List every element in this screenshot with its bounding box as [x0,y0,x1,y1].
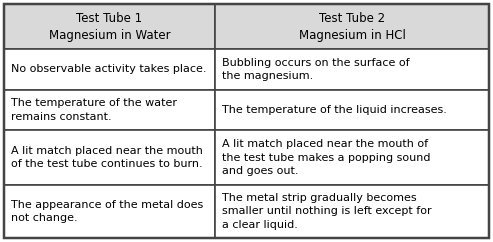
Text: The temperature of the water
remains constant.: The temperature of the water remains con… [11,98,177,122]
Text: A lit match placed near the mouth
of the test tube continues to burn.: A lit match placed near the mouth of the… [11,146,203,169]
Text: The metal strip gradually becomes
smaller until nothing is left except for
a cle: The metal strip gradually becomes smalle… [222,193,431,230]
Text: Test Tube 1
Magnesium in Water: Test Tube 1 Magnesium in Water [49,12,170,41]
Bar [4,4,215,49]
Text: The appearance of the metal does
not change.: The appearance of the metal does not cha… [11,200,203,223]
Text: The temperature of the liquid increases.: The temperature of the liquid increases. [222,105,447,115]
Bar [215,4,489,49]
Text: Bubbling occurs on the surface of
the magnesium.: Bubbling occurs on the surface of the ma… [222,58,410,81]
Text: No observable activity takes place.: No observable activity takes place. [11,64,207,74]
Bar [215,185,489,238]
Bar [4,49,215,90]
Bar [215,130,489,185]
Text: Test Tube 2
Magnesium in HCl: Test Tube 2 Magnesium in HCl [299,12,405,41]
Bar [4,90,215,130]
Bar [4,185,215,238]
Bar [215,90,489,130]
Bar [4,130,215,185]
Text: A lit match placed near the mouth of
the test tube makes a popping sound
and goe: A lit match placed near the mouth of the… [222,139,430,176]
Bar [215,49,489,90]
